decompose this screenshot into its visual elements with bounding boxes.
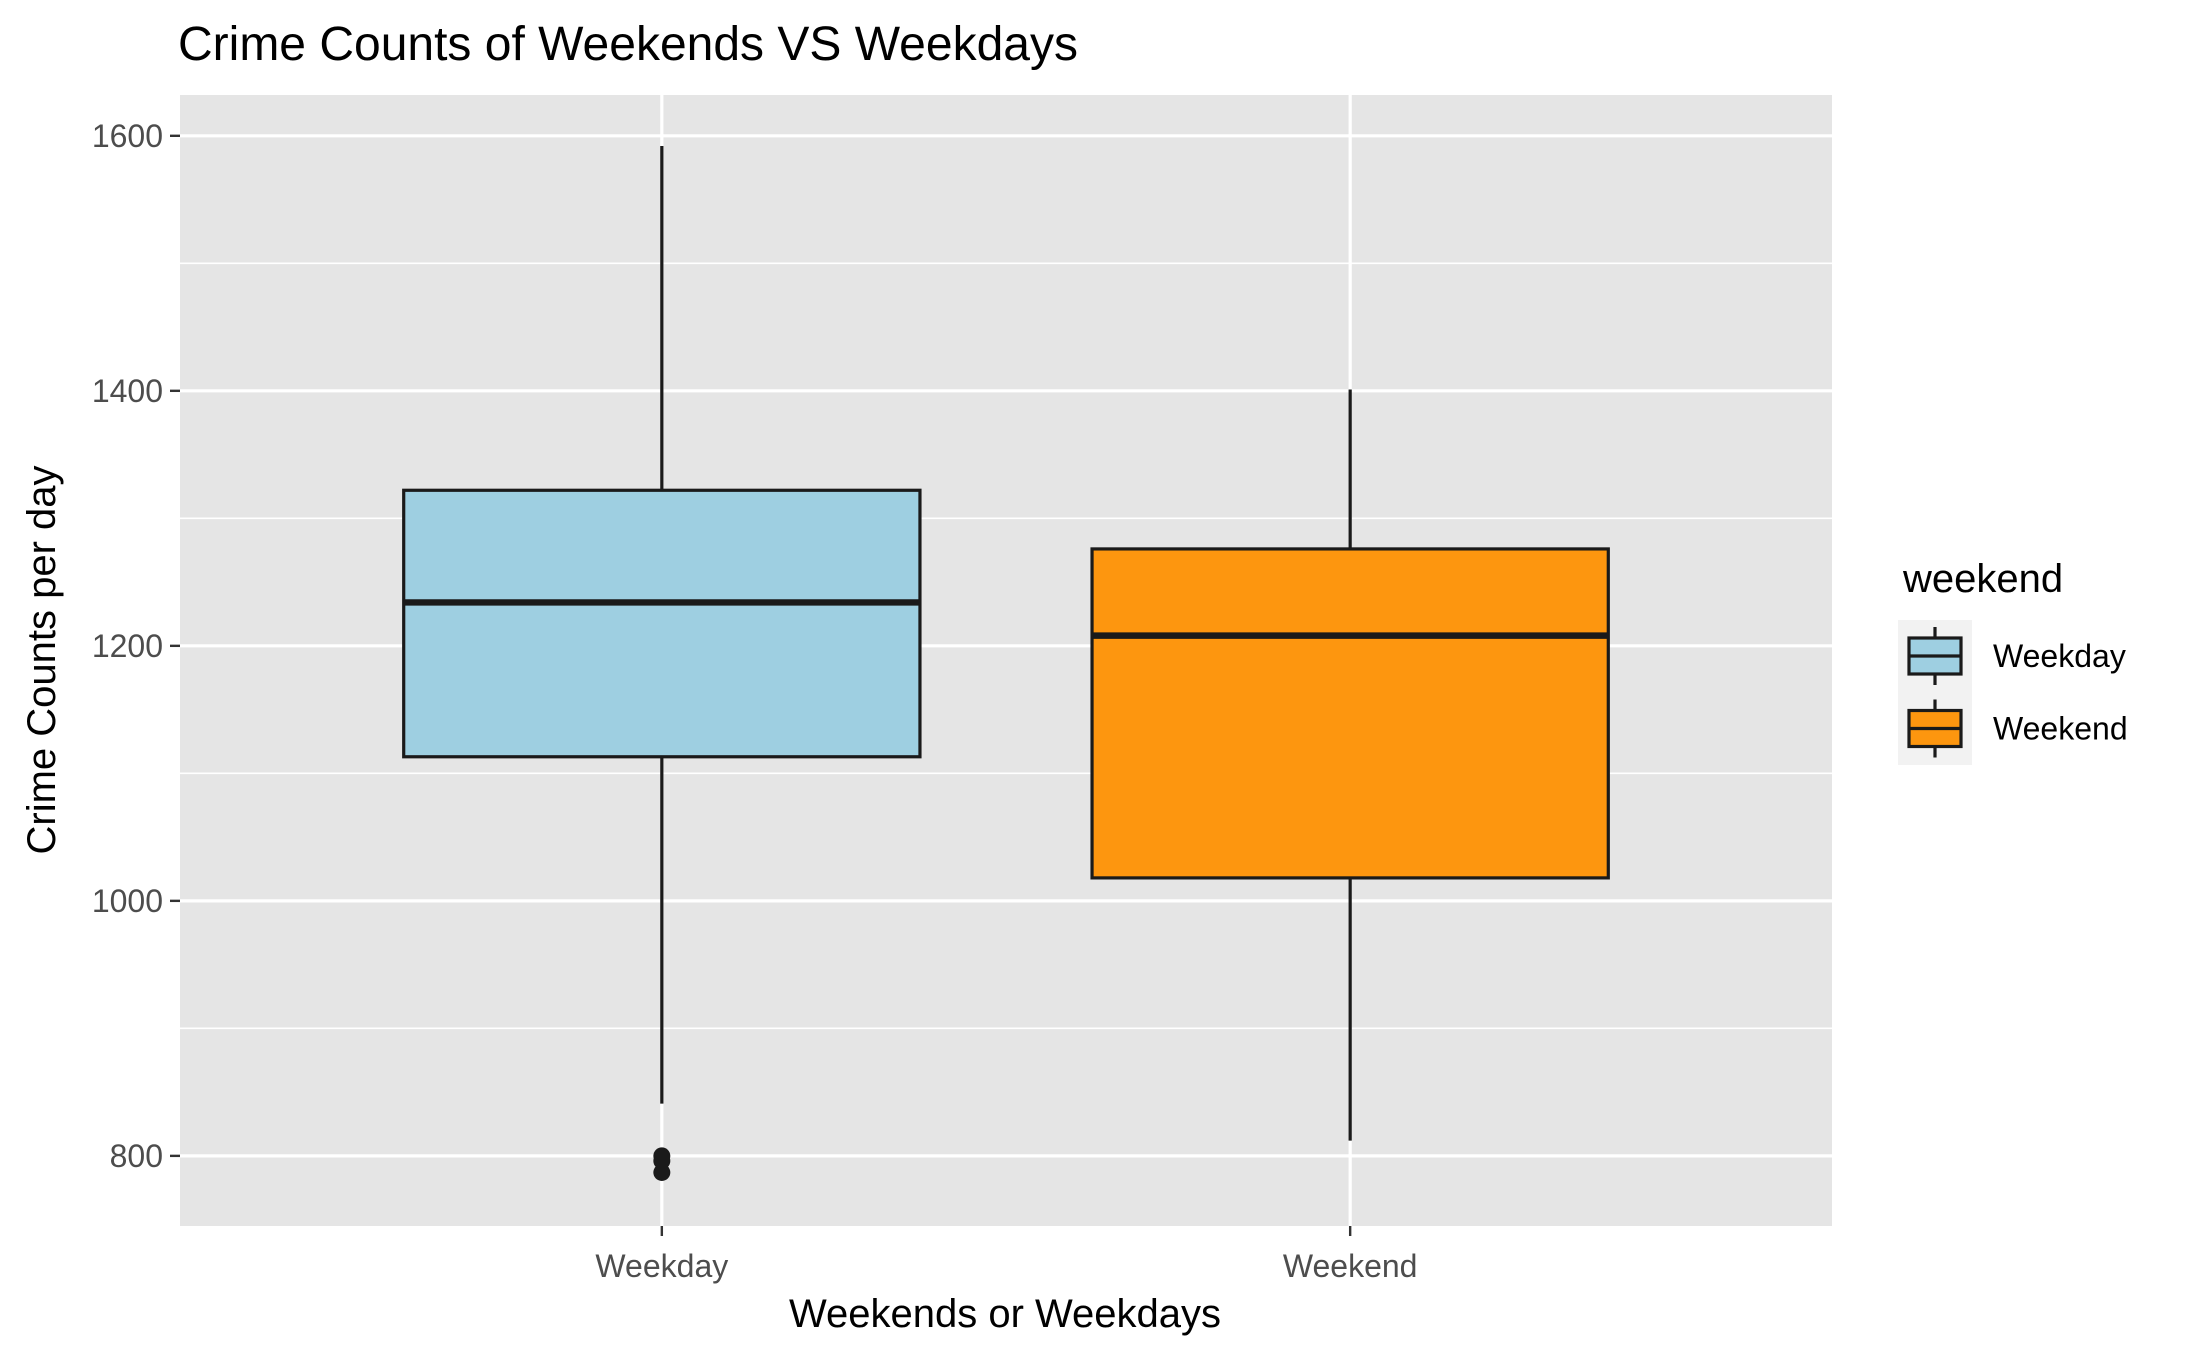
legend: weekend Weekday Weekend xyxy=(1898,557,2128,765)
legend-title: weekend xyxy=(1902,557,2063,601)
box-weekend xyxy=(1090,389,1610,1141)
legend-label: Weekday xyxy=(1993,638,2126,674)
y-tick-label: 1400 xyxy=(92,373,163,409)
y-axis-ticks: 800 1000 1200 1400 1600 xyxy=(92,118,180,1174)
x-tick-label: Weekday xyxy=(595,1248,728,1284)
y-tick-label: 800 xyxy=(110,1138,163,1174)
legend-label: Weekend xyxy=(1993,711,2128,747)
legend-key-weekend xyxy=(1907,699,1963,758)
y-tick-label: 1000 xyxy=(92,883,163,919)
x-axis-ticks: Weekday Weekend xyxy=(595,1226,1417,1284)
x-axis-title: Weekends or Weekdays xyxy=(789,1292,1221,1336)
box-weekday xyxy=(402,146,922,1181)
y-tick-label: 1600 xyxy=(92,118,163,154)
x-tick-label: Weekend xyxy=(1283,1248,1418,1284)
y-axis-title: Crime Counts per day xyxy=(20,465,64,854)
box-series xyxy=(402,146,1610,1181)
legend-key-weekday xyxy=(1907,627,1963,685)
chart-title: Crime Counts of Weekends VS Weekdays xyxy=(178,18,1078,71)
box-body xyxy=(402,488,922,759)
outlier-point xyxy=(653,1163,671,1181)
y-tick-label: 1200 xyxy=(92,628,163,664)
box-body xyxy=(1090,547,1610,880)
